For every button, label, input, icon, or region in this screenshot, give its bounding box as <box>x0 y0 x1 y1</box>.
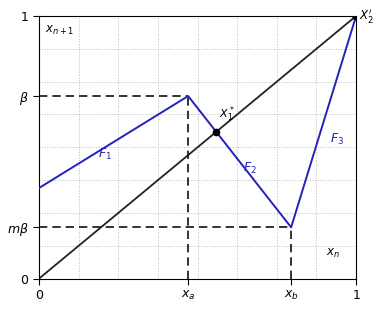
Text: $x_n$: $x_n$ <box>326 247 340 260</box>
Text: $F_2$: $F_2$ <box>243 161 256 176</box>
Text: $x_{n+1}$: $x_{n+1}$ <box>45 24 75 37</box>
Text: $F_3$: $F_3$ <box>330 132 344 147</box>
Text: $X_1^*$: $X_1^*$ <box>219 104 235 124</box>
Text: $X_2^{\prime}$: $X_2^{\prime}$ <box>359 7 374 25</box>
Text: $F_1$: $F_1$ <box>98 147 112 162</box>
